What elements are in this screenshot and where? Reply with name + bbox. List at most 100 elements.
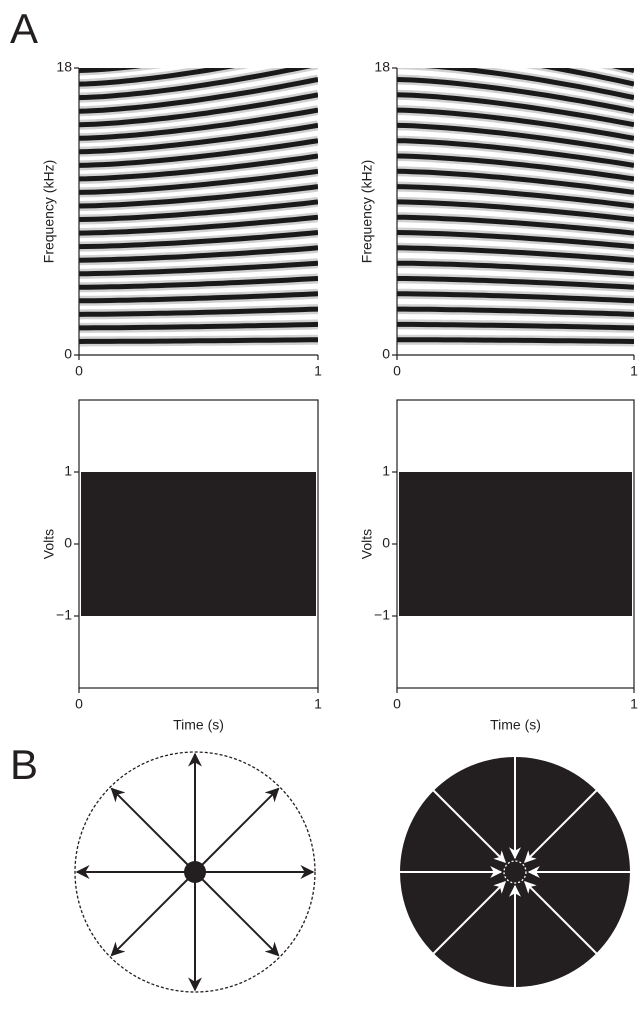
harmonic xyxy=(397,77,634,114)
harmonic xyxy=(397,337,634,344)
harmonic xyxy=(397,153,634,182)
harmonic xyxy=(397,321,634,331)
harmonic xyxy=(79,92,318,128)
harmonic xyxy=(397,214,634,236)
harmonic xyxy=(397,199,634,222)
harmonic xyxy=(79,230,318,250)
harmonic-halo xyxy=(79,0,318,30)
chart: 0 18 0 1 Frequency (kHz) xyxy=(41,0,322,379)
x-tick-label: 0 xyxy=(393,363,401,379)
y-axis-label: Frequency (kHz) xyxy=(41,160,57,263)
harmonic xyxy=(79,245,318,263)
arrow xyxy=(110,787,196,873)
spectrogram-image xyxy=(79,0,318,347)
harmonic xyxy=(397,291,634,304)
chart: Time (s) −1 0 1 0 1 Volts xyxy=(359,399,638,733)
x-tick-label: 0 xyxy=(75,696,83,712)
diverging-diagram xyxy=(74,751,316,993)
harmonic-halo xyxy=(397,3,634,44)
harmonic xyxy=(397,306,634,317)
arrow xyxy=(194,787,280,873)
y-axis-label: Frequency (kHz) xyxy=(359,160,375,263)
harmonic xyxy=(79,153,318,182)
y-tick-label: 0 xyxy=(64,535,72,551)
x-tick-label: 1 xyxy=(630,696,638,712)
harmonic xyxy=(79,77,318,114)
chart: Time (s) −1 0 1 0 1 Volts xyxy=(41,399,322,733)
y-tick-label: 1 xyxy=(64,463,72,479)
harmonic xyxy=(424,68,634,101)
arrow xyxy=(524,785,602,863)
harmonic xyxy=(79,337,318,344)
panel-label: B xyxy=(10,741,38,788)
harmonic xyxy=(79,291,318,304)
harmonic xyxy=(79,321,318,331)
harmonic xyxy=(79,122,318,155)
arrow xyxy=(428,881,506,959)
harmonic xyxy=(397,122,634,155)
y-tick-label: −1 xyxy=(374,607,390,623)
harmonic-halo xyxy=(600,68,634,76)
y-axis-label: Volts xyxy=(41,529,57,559)
spectrogram-image xyxy=(397,0,634,347)
harmonic xyxy=(397,107,634,141)
waveform-signal xyxy=(81,472,316,616)
harmonic xyxy=(79,306,318,317)
y-tick-label: 0 xyxy=(382,346,390,362)
chart: 0 18 0 1 Frequency (kHz) xyxy=(359,0,638,379)
x-tick-label: 1 xyxy=(630,363,638,379)
harmonic xyxy=(397,138,634,168)
y-tick-label: 0 xyxy=(382,535,390,551)
harmonic xyxy=(79,3,318,44)
harmonic-halo xyxy=(397,0,634,30)
x-axis-label: Time (s) xyxy=(490,717,541,733)
arrow xyxy=(524,881,602,959)
harmonic xyxy=(397,0,634,30)
waveform-signal xyxy=(399,472,632,616)
harmonic-halo xyxy=(79,18,318,57)
harmonic xyxy=(397,18,634,57)
harmonic xyxy=(397,3,634,44)
harmonic xyxy=(79,199,318,222)
y-tick-label: 18 xyxy=(374,59,390,75)
harmonic xyxy=(397,276,634,290)
harmonic xyxy=(79,68,236,87)
arrow xyxy=(428,785,506,863)
harmonic xyxy=(79,0,318,30)
arrow xyxy=(194,871,280,957)
harmonic xyxy=(397,168,634,195)
panel-label: A xyxy=(10,5,38,52)
y-tick-label: 1 xyxy=(382,463,390,479)
harmonic-halo xyxy=(79,3,318,44)
harmonic xyxy=(79,18,318,57)
y-tick-label: 18 xyxy=(56,59,72,75)
harmonic-halo xyxy=(397,18,634,57)
y-tick-label: 0 xyxy=(64,346,72,362)
x-tick-label: 1 xyxy=(314,363,322,379)
harmonic xyxy=(397,230,634,250)
harmonic xyxy=(79,184,318,209)
harmonic xyxy=(397,260,634,277)
harmonic xyxy=(79,260,318,277)
arrow xyxy=(110,871,196,957)
harmonic-halo xyxy=(79,68,162,76)
harmonic xyxy=(540,68,634,87)
y-axis-label: Volts xyxy=(359,529,375,559)
harmonic xyxy=(79,138,318,168)
harmonic xyxy=(79,276,318,290)
harmonic xyxy=(79,168,318,195)
y-tick-label: −1 xyxy=(56,607,72,623)
harmonic xyxy=(611,68,634,73)
harmonic-halo xyxy=(79,68,250,90)
harmonic xyxy=(79,68,143,73)
x-axis-label: Time (s) xyxy=(173,717,224,733)
x-tick-label: 0 xyxy=(393,696,401,712)
harmonic xyxy=(79,68,312,101)
harmonic xyxy=(79,214,318,236)
converging-diagram xyxy=(393,750,637,994)
harmonic xyxy=(79,107,318,141)
x-tick-label: 0 xyxy=(75,363,83,379)
x-tick-label: 1 xyxy=(314,696,322,712)
harmonic xyxy=(397,92,634,128)
